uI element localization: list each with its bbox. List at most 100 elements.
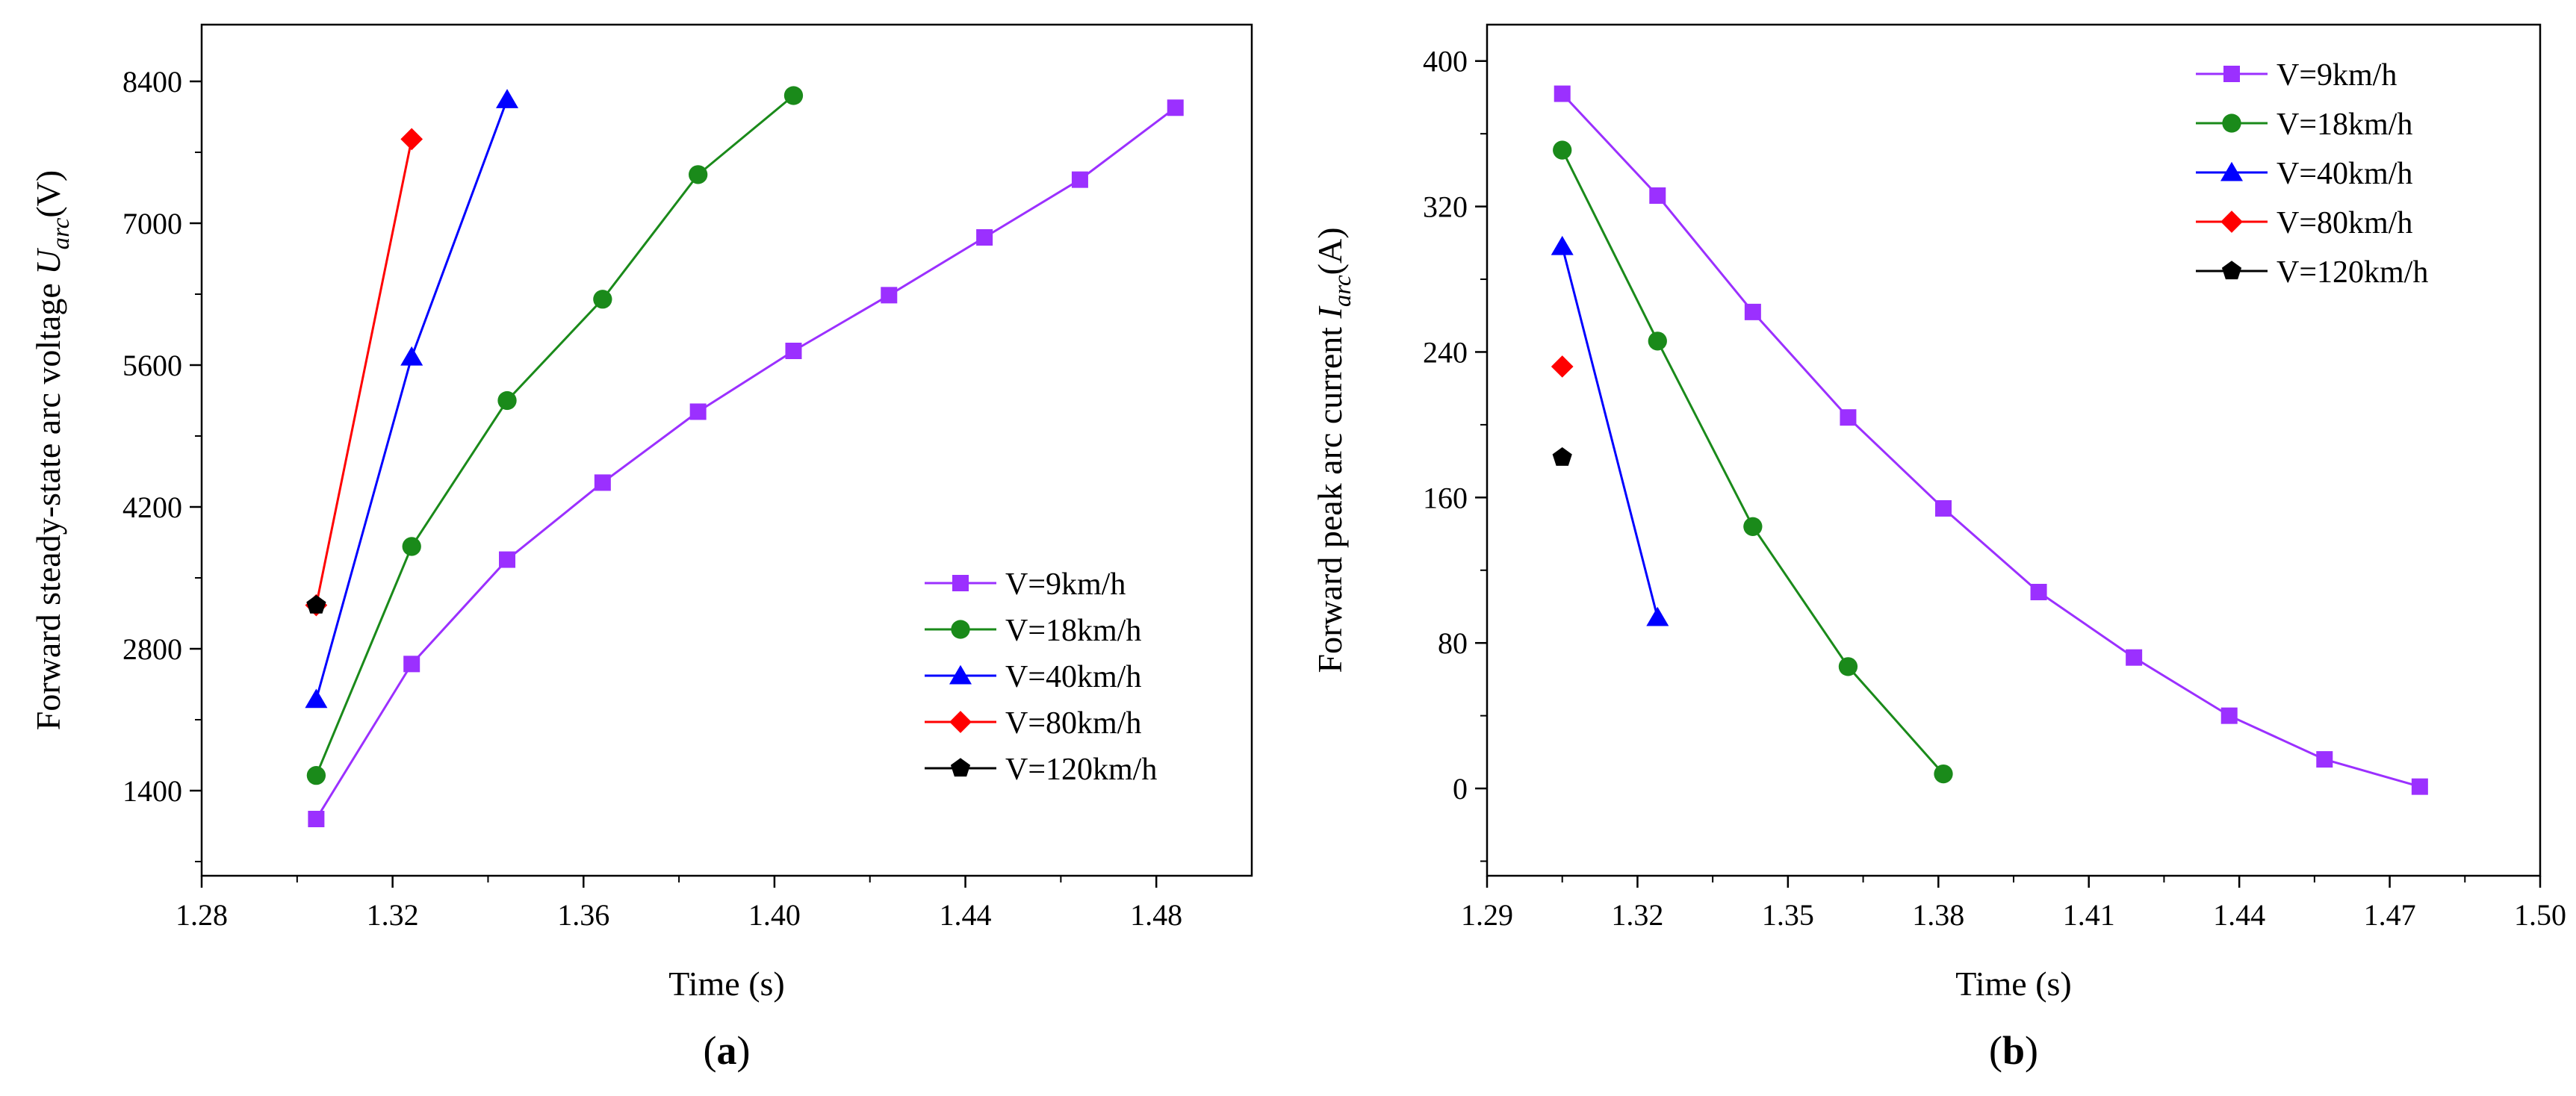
legend-marker (951, 620, 970, 639)
x-axis-title: Time (s) (1955, 965, 2072, 1003)
data-point (976, 229, 993, 246)
data-point (593, 290, 612, 309)
data-point (305, 688, 328, 709)
legend-label: V=40km/h (1005, 660, 1141, 694)
series-line (314, 139, 413, 605)
legend-label: V=18km/h (1005, 614, 1141, 648)
series-4 (1552, 447, 1572, 466)
series-0 (308, 99, 1184, 827)
y-tick-label: 2800 (122, 632, 182, 666)
legend-label: V=120km/h (2276, 255, 2428, 290)
x-axis-title: Time (s) (668, 965, 785, 1003)
panel-label-close: ) (2025, 1028, 2038, 1073)
series-0 (1554, 85, 2428, 795)
x-tick-label: 1.29 (1461, 898, 1513, 932)
data-point (1840, 409, 1857, 426)
legend-marker (950, 758, 971, 777)
y-axis-title: Forward steady-state arc voltage Uarc(V) (29, 170, 75, 730)
data-point (402, 537, 421, 556)
data-point (2220, 707, 2238, 724)
data-point (1935, 499, 1952, 517)
x-tick-label: 1.44 (940, 898, 992, 932)
y-axis-symbol: I (1311, 305, 1349, 319)
legend-marker (2220, 161, 2244, 181)
legend: V=9km/h V=18km/h V=40km/h V=80km/h V=120km/h (925, 567, 1157, 787)
data-point (1552, 447, 1572, 466)
data-point (497, 390, 517, 411)
series-2 (305, 89, 519, 709)
legend: V=9km/h V=18km/h V=40km/h V=80km/h V=120km/h (2196, 58, 2428, 290)
y-tick-label: 1400 (122, 774, 182, 808)
data-point (1167, 99, 1184, 116)
data-point (1838, 657, 1858, 676)
y-axis-title-text: Forward steady-state arc voltage (29, 275, 67, 731)
x-tick-label: 1.48 (1130, 898, 1182, 932)
y-tick-label: 400 (1423, 45, 1468, 78)
data-point (400, 128, 423, 151)
y-axis-subscript: arc (1329, 275, 1356, 307)
series-3 (1551, 355, 1574, 378)
y-tick-label: 320 (1423, 190, 1468, 224)
series-line (1561, 149, 1945, 775)
panel-label-open: ( (1989, 1028, 2002, 1073)
series-line (314, 99, 509, 700)
x-tick-label: 1.32 (1611, 898, 1663, 932)
series-1 (1553, 140, 1953, 784)
y-axis-title-text: Forward peak arc current (1311, 318, 1349, 673)
legend-label: V=9km/h (1005, 567, 1126, 602)
x-tick-label: 1.41 (2063, 898, 2115, 932)
legend-marker (2223, 66, 2240, 82)
legend-marker (2220, 211, 2243, 233)
data-point (689, 165, 708, 184)
x-tick-label: 1.28 (176, 898, 228, 932)
y-tick-label: 80 (1438, 626, 1468, 660)
y-axis-unit: (A) (1311, 227, 1349, 275)
data-point (1554, 85, 1571, 102)
legend-marker (949, 711, 972, 733)
data-point (1744, 303, 1761, 320)
data-point (1649, 187, 1666, 204)
plot-frame (1486, 23, 2542, 877)
data-point (1646, 606, 1669, 626)
x-tick-label: 1.36 (557, 898, 609, 932)
data-point (308, 811, 325, 827)
panel-a: 1.28 1.32 1.36 1.40 1.44 1.48 1400 2800 4200 5600… (29, 23, 1253, 1073)
series-line (1561, 93, 2421, 788)
data-point (1934, 764, 1953, 784)
data-point (306, 594, 326, 614)
data-point (2030, 584, 2047, 600)
panel-label-letter: a (717, 1028, 737, 1073)
legend-marker (952, 575, 969, 591)
data-point (689, 403, 707, 420)
legend-label: V=80km/h (1005, 706, 1141, 741)
panel-label-close: ) (737, 1028, 751, 1073)
y-axis-title: Forward peak arc current Iarc(A) (1311, 227, 1356, 673)
legend-marker (2221, 261, 2242, 280)
series-line (315, 107, 1176, 820)
data-point (306, 765, 326, 785)
series-4 (306, 594, 326, 614)
panel-label: (a) (704, 1028, 751, 1073)
series-1 (306, 86, 804, 785)
data-point (881, 287, 898, 304)
x-tick-label: 1.38 (1912, 898, 1964, 932)
data-point (1071, 171, 1088, 188)
y-tick-label: 8400 (122, 65, 182, 99)
data-point (2316, 751, 2333, 768)
data-point (1551, 355, 1574, 378)
plot-frame (200, 23, 1253, 877)
legend-label: V=40km/h (2276, 157, 2412, 191)
series-2 (1551, 235, 1669, 626)
series-line (315, 94, 795, 776)
panel-label-open: ( (704, 1028, 717, 1073)
y-tick-label: 160 (1423, 481, 1468, 514)
data-point (785, 343, 802, 359)
legend-label: V=18km/h (2276, 108, 2412, 142)
y-tick-label: 5600 (122, 349, 182, 382)
x-tick-label: 1.35 (1762, 898, 1814, 932)
data-point (400, 346, 423, 366)
panel-label-letter: b (2002, 1028, 2025, 1073)
data-point (783, 86, 804, 105)
x-tick-label: 1.40 (748, 898, 801, 932)
data-point (594, 474, 611, 491)
